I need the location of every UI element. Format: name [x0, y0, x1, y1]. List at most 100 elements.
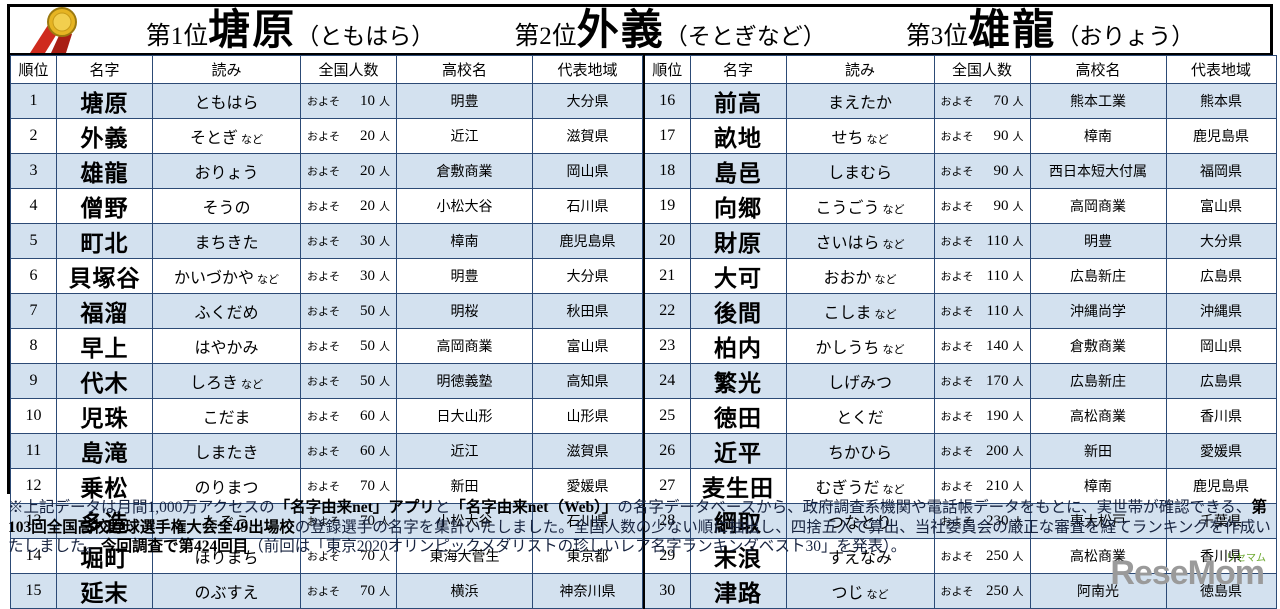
count-unit: 人: [1012, 236, 1024, 248]
surname-cell: 島滝: [56, 433, 153, 469]
rank-cell: 9: [10, 363, 57, 399]
region-cell: 鹿児島県: [532, 223, 643, 259]
nado-suffix: など: [882, 239, 905, 251]
surname-cell: 前高: [689, 83, 787, 119]
table-row: 7 福溜 ふくだめ およそ 50 人明桜 秋田県: [10, 293, 643, 329]
approx-label: およそ: [307, 96, 340, 108]
table-row: 3 雄龍 おりょう およそ 20 人倉敷商業 岡山県: [10, 153, 643, 189]
region-cell: 山形県: [532, 398, 643, 434]
count-value: 30: [360, 232, 375, 249]
count-cell: およそ 70 人: [300, 503, 397, 539]
footnote-segment: 第103回全国高校野球選手権大会全49出場校: [8, 499, 1267, 536]
count-unit: 人: [379, 586, 390, 598]
reading-cell: しまむら: [785, 153, 935, 189]
winner-2-reading: （そとぎなど）: [664, 24, 826, 49]
count-value: 200: [986, 442, 1009, 459]
rank-cell: 20: [643, 223, 691, 259]
count-cell: およそ 170 人: [933, 363, 1031, 399]
footnote-segment: 「名字由来net」アプリ: [274, 499, 435, 516]
count-value: 230: [986, 512, 1009, 529]
surname-cell: 福溜: [56, 293, 153, 329]
approx-label: およそ: [940, 481, 974, 493]
winner-3-rank-label: 第3位: [905, 23, 969, 50]
count-cell: およそ 90 人: [933, 118, 1031, 154]
count-unit: 人: [1012, 201, 1024, 213]
table-row: 19 向郷 こうごう など およそ 90 人高岡商業 富山県: [643, 188, 1277, 224]
count-cell: およそ 90 人: [933, 153, 1031, 189]
count-value: 140: [986, 337, 1009, 354]
approx-label: およそ: [307, 376, 340, 388]
reading-cell: しまたき: [152, 433, 301, 469]
count-cell: およそ 70 人: [300, 573, 397, 609]
count-value: 60: [360, 407, 375, 424]
region-cell: 石川県: [532, 503, 643, 539]
school-cell: 樟南: [1029, 118, 1167, 154]
nado-suffix: など: [874, 309, 897, 321]
table-row: 11 島滝 しまたき およそ 60 人近江 滋賀県: [10, 433, 643, 469]
count-value: 250: [986, 547, 1009, 564]
approx-label: およそ: [307, 271, 340, 283]
winner-3-reading: （おりょう）: [1056, 24, 1195, 49]
count-value: 90: [993, 127, 1009, 144]
col-header-reading: 読み: [785, 55, 935, 84]
reading-cell: かいづかや など: [152, 258, 301, 294]
table-row: 9 代木 しろき など およそ 50 人明徳義塾 高知県: [10, 363, 643, 399]
approx-label: およそ: [307, 201, 340, 213]
count-value: 10: [360, 92, 375, 109]
count-unit: 人: [1012, 96, 1024, 108]
reading-cell: おおか など: [785, 258, 935, 294]
count-unit: 人: [1012, 516, 1024, 528]
count-value: 90: [993, 162, 1009, 179]
count-cell: およそ 50 人: [300, 328, 397, 364]
school-cell: 樟南: [396, 223, 533, 259]
footnote-segment: と: [434, 499, 451, 516]
count-value: 20: [360, 197, 375, 214]
count-value: 110: [986, 267, 1009, 284]
reading-cell: のぶすえ: [152, 573, 301, 609]
school-cell: 高岡商業: [1029, 188, 1167, 224]
reading-cell: おりょう: [152, 153, 301, 189]
col-header-name: 名字: [689, 55, 787, 84]
nado-suffix: など: [882, 344, 905, 356]
approx-label: およそ: [940, 166, 974, 178]
rank-cell: 23: [643, 328, 691, 364]
table-row: 28 綱取 つなとり およそ 230 人専大松戸 千葉県: [643, 503, 1277, 539]
region-cell: 愛媛県: [1165, 433, 1277, 469]
count-value: 210: [986, 477, 1009, 494]
count-unit: 人: [379, 131, 390, 143]
table-row: 25 徳田 とくだ およそ 190 人高松商業 香川県: [643, 398, 1277, 434]
table-row: 5 町北 まちきた およそ 30 人樟南 鹿児島県: [10, 223, 643, 259]
footnote-segment: の登録選手の名字を集計いたしました。全国人数の少ない順に抽出し、四捨五入で算出、…: [8, 518, 1271, 556]
count-value: 170: [986, 372, 1009, 389]
reading-cell: こうごう など: [785, 188, 935, 224]
surname-cell: 乗松: [56, 468, 153, 504]
table-row: 10 児珠 こだま およそ 60 人日大山形 山形県: [10, 398, 643, 434]
count-value: 250: [986, 582, 1009, 599]
count-value: 70: [360, 582, 375, 599]
surname-cell: 僧野: [56, 188, 153, 224]
school-cell: 広島新庄: [1029, 363, 1167, 399]
count-value: 60: [360, 442, 375, 459]
footnote: ※上記データは月間1,000万アクセスの「名字由来net」アプリと「名字由来ne…: [8, 498, 1272, 557]
header-row: 順位 名字 読み 全国人数 高校名 代表地域: [643, 55, 1277, 84]
table-row: 17 畝地 せち など およそ 90 人樟南 鹿児島県: [643, 118, 1277, 154]
reading-cell: つじ など: [785, 573, 935, 609]
approx-label: およそ: [940, 411, 974, 423]
table-row: 4 僧野 そうの およそ 20 人小松大谷 石川県: [10, 188, 643, 224]
winner-1-rank-label: 第1位: [145, 23, 209, 50]
count-cell: およそ 60 人: [300, 433, 397, 469]
rank-cell: 24: [643, 363, 691, 399]
surname-cell: 財原: [689, 223, 787, 259]
count-unit: 人: [379, 516, 390, 528]
count-unit: 人: [379, 271, 390, 283]
reading-cell: むぎうだ など: [785, 468, 935, 504]
surname-cell: 外義: [56, 118, 153, 154]
winner-2-name: 外義: [576, 8, 665, 54]
surname-cell: 畝地: [689, 118, 787, 154]
count-cell: およそ 30 人: [300, 223, 397, 259]
rank-cell: 22: [643, 293, 691, 329]
school-cell: 新田: [1029, 433, 1167, 469]
winner-1: 第1位 塘原 （ともはら）: [100, 10, 480, 52]
count-unit: 人: [1012, 306, 1024, 318]
approx-label: およそ: [940, 271, 974, 283]
